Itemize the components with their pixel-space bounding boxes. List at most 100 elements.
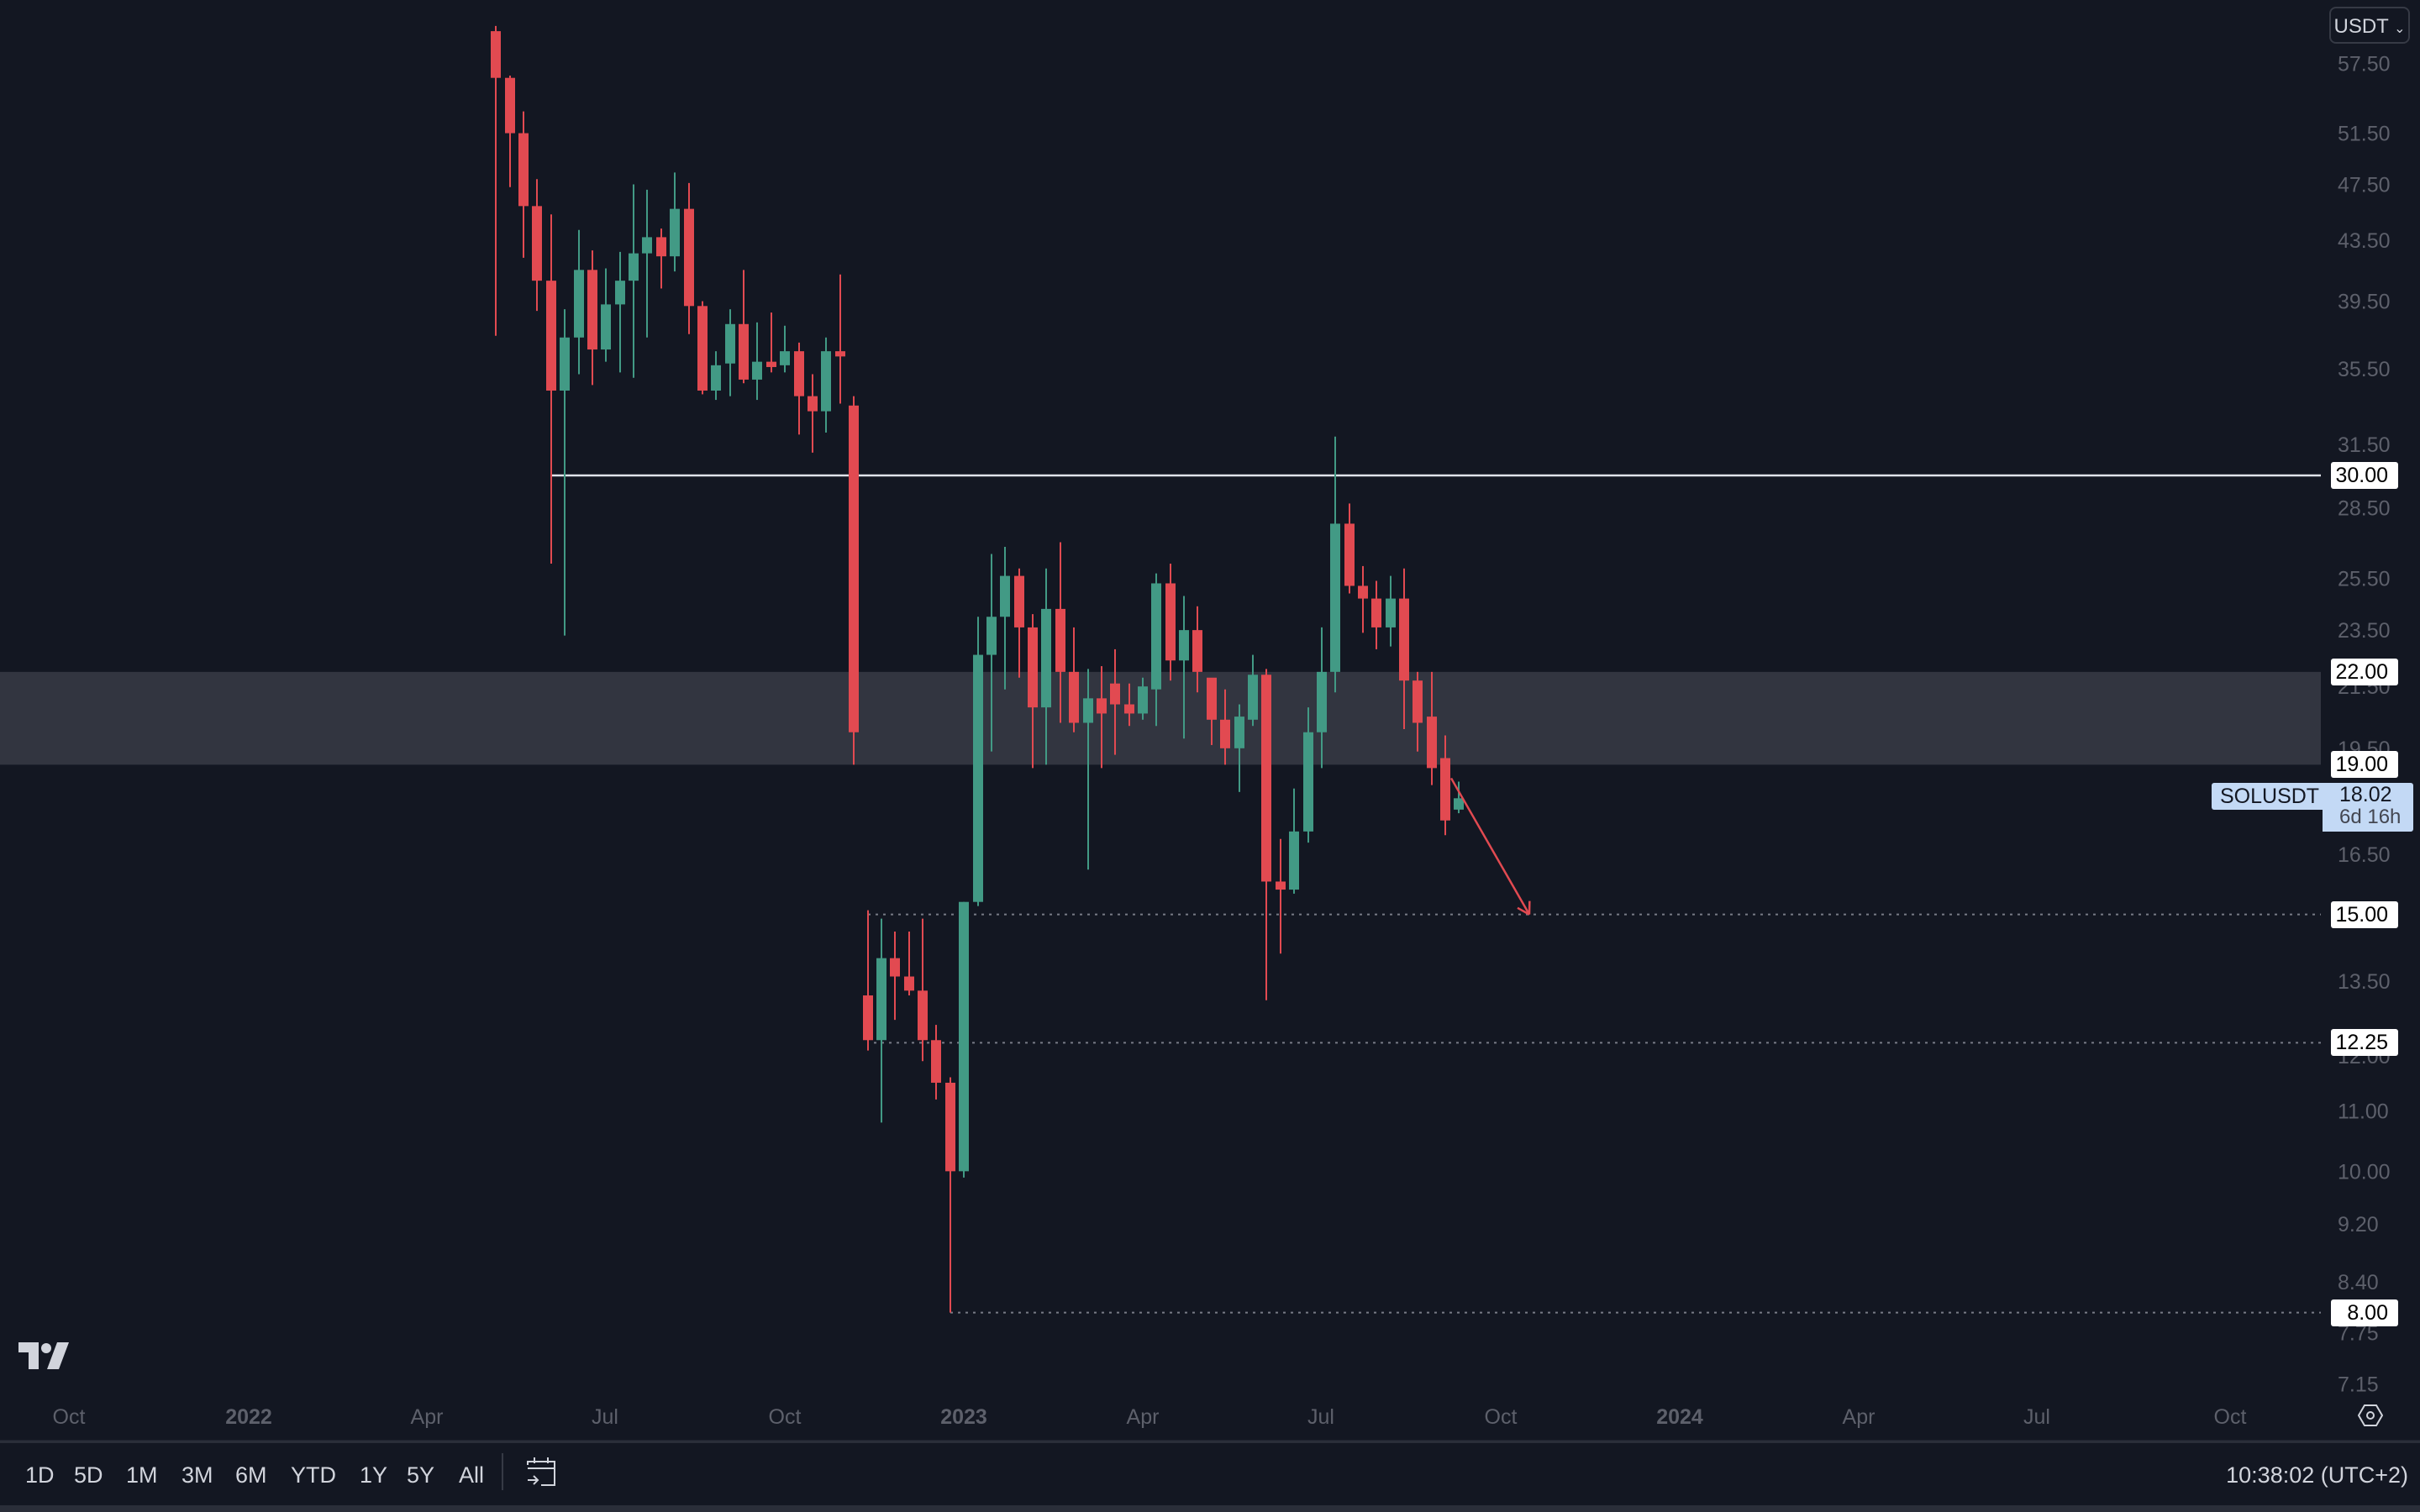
candle [560,309,570,636]
candle [1344,503,1355,594]
candle [1138,677,1148,720]
candle [1000,547,1010,690]
candle [1454,781,1464,814]
time-tick: Oct [1485,1405,1518,1429]
candles [491,25,1464,1313]
candle [1083,669,1093,870]
candle [491,25,501,336]
price-tick: 11.00 [2338,1100,2389,1123]
price-tick: 16.50 [2338,843,2391,867]
level-price-label: 30.00 [2331,462,2398,489]
candle [546,214,556,564]
price-tick: 25.50 [2338,568,2391,591]
chevron-down-icon: ⌄ [2394,22,2406,36]
horizontal-levels[interactable] [551,474,2321,1314]
candle [1234,704,1244,792]
candle [863,910,873,1051]
time-tick: Apr [411,1405,444,1429]
candle [1110,648,1120,755]
currency-label: USDT [2333,15,2389,38]
time-tick: Oct [53,1405,86,1429]
candle [670,172,680,272]
price-tick: 31.50 [2338,433,2391,457]
candle [1028,614,1038,769]
range-button-ytd[interactable]: YTD [291,1462,336,1488]
price-tick: 8.40 [2338,1271,2379,1294]
candle [642,189,652,338]
price-tick: 57.50 [2338,52,2391,76]
time-tick: Oct [769,1405,802,1429]
projection-arrow[interactable] [1449,777,1531,916]
candle [684,182,694,334]
candle [615,251,625,373]
candle [918,918,928,1062]
calendar-go-to-date-icon[interactable] [524,1455,558,1488]
candle [794,342,804,435]
range-button-1d[interactable]: 1D [25,1462,55,1488]
range-button-6m[interactable]: 6M [235,1462,267,1488]
price-axis[interactable]: 57.50 51.50 47.50 43.50 39.50 35.50 31.50 28.50… [2338,52,2391,1396]
candle [697,301,708,395]
candle [808,374,818,453]
candle [1399,568,1409,729]
candle [1207,677,1217,745]
candle [904,932,914,996]
last-price-label: 18.02 6d 16h [2323,783,2413,832]
clock-timezone[interactable]: 10:38:02 (UTC+2) [2226,1462,2408,1488]
time-tick: Apr [1843,1405,1876,1429]
level-price-label: 12.25 [2331,1029,2398,1057]
candle [1014,568,1024,678]
candle [601,268,611,362]
candle [752,322,762,401]
range-button-1m[interactable]: 1M [126,1462,158,1488]
tradingview-logo-icon[interactable] [18,1342,71,1369]
range-button-3m[interactable]: 3M [182,1462,213,1488]
currency-selector[interactable]: USDT ⌄ [2329,7,2410,44]
candle [876,918,886,1123]
candle [1041,568,1051,765]
candle [1289,788,1299,894]
candle [1124,683,1134,727]
level-price-label: 22.00 [2331,658,2398,685]
candle [574,229,584,375]
candle [1303,707,1313,843]
candle [739,270,749,384]
candle [1440,735,1450,836]
price-tick: 39.50 [2338,291,2391,314]
price-tick: 47.50 [2338,174,2391,197]
candle [835,274,845,404]
time-axis[interactable]: Oct 2022 Apr Jul Oct 2023 Apr Jul Oct 2024 Apr Jul O… [53,1405,2247,1429]
range-button-5y[interactable]: 5Y [407,1462,435,1488]
candle [629,184,639,378]
price-tick: 28.50 [2338,497,2391,521]
range-button-5d[interactable]: 5D [74,1462,103,1488]
bar-countdown: 6d 16h [2339,806,2402,828]
candle [1413,671,1423,752]
arrow-line[interactable] [1449,777,1531,916]
level-price-label: 19.00 [2331,751,2398,779]
range-button-1y[interactable]: 1Y [360,1462,388,1488]
candle [931,1025,941,1100]
time-tick: 2024 [1656,1405,1703,1429]
candle [780,325,790,373]
range-button-all[interactable]: All [459,1462,485,1488]
candle [1317,627,1327,769]
candle [532,179,542,312]
arrow-head [1517,906,1530,916]
price-tick: 35.50 [2338,358,2391,381]
time-tick: Jul [592,1405,618,1429]
candle [1371,580,1381,649]
time-tick: Jul [1307,1405,1334,1429]
candle [1220,689,1230,765]
time-tick: Jul [2023,1405,2050,1429]
last-price-value: 18.02 [2339,783,2392,806]
candle [1358,565,1368,633]
price-tick: 7.15 [2338,1373,2379,1396]
candle [711,351,721,401]
time-tick: Apr [1127,1405,1160,1429]
time-tick: 2022 [225,1405,272,1429]
candle [945,1077,955,1313]
settings-icon[interactable] [2358,1403,2383,1428]
candle [505,76,515,187]
